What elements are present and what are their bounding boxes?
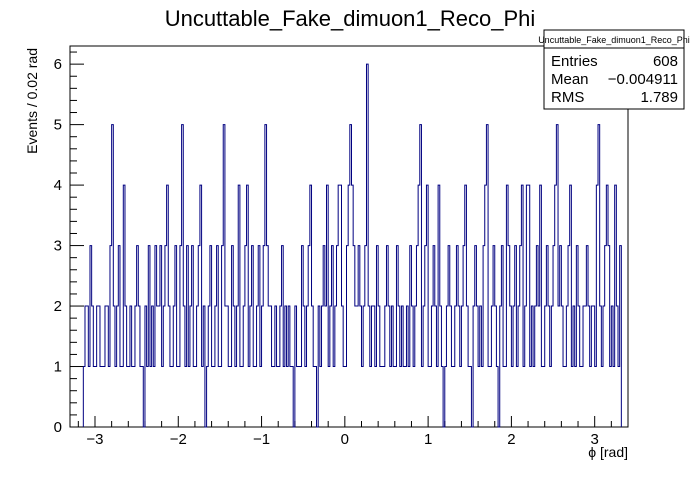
y-tick-label: 5: [54, 117, 62, 134]
stats-rms-value: 1.789: [640, 89, 678, 106]
x-tick-label: 2: [507, 431, 515, 448]
y-tick-label: 4: [54, 177, 62, 194]
chart-title: Uncuttable_Fake_dimuon1_Reco_Phi: [165, 6, 536, 31]
x-axis: −3 −2 −1 0 1 2 3: [77, 416, 629, 448]
y-tick-label: 0: [54, 419, 62, 436]
y-tick-label: 1: [54, 359, 62, 376]
y-tick-label: 2: [54, 298, 62, 315]
stats-box-title: Uncuttable_Fake_dimuon1_Reco_Phi: [538, 35, 690, 45]
x-axis-label: ϕ [rad]: [588, 444, 628, 460]
x-tick-label: 3: [591, 431, 599, 448]
y-axis: 0 1 2 3 4 5 6: [54, 51, 84, 436]
plot-frame: [69, 45, 629, 428]
stats-entries-value: 608: [653, 53, 678, 70]
x-tick-label: −3: [86, 431, 103, 448]
x-tick-label: 0: [341, 431, 349, 448]
y-axis-label: Events / 0.02 rad: [24, 48, 40, 154]
x-tick-label: −1: [253, 431, 270, 448]
stats-entries-label: Entries: [551, 53, 598, 70]
y-tick-label: 6: [54, 56, 62, 73]
stats-rms-label: RMS: [551, 89, 584, 106]
stats-box: Uncuttable_Fake_dimuon1_Reco_Phi Entries…: [538, 29, 690, 110]
stats-mean-value: −0.004911: [608, 71, 678, 88]
stats-box-frame: [543, 29, 685, 110]
x-tick-label: 1: [424, 431, 432, 448]
histogram-line: [82, 63, 622, 428]
y-tick-label: 3: [54, 238, 62, 255]
x-tick-label: −2: [170, 431, 187, 448]
stats-mean-label: Mean: [551, 71, 589, 88]
